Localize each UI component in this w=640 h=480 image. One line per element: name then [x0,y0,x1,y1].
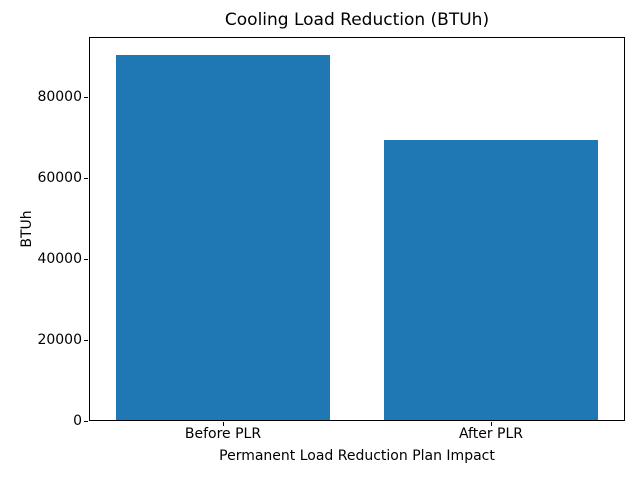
x-tick-mark [490,422,492,426]
bar-after-plr [383,139,599,421]
y-tick-mark [84,258,88,260]
x-axis-tick-labels: Before PLR After PLR [89,425,625,443]
y-tick-label: 40000 [37,251,82,267]
y-tick-mark [84,96,88,98]
y-tick-label: 80000 [37,89,82,105]
y-axis-tick-labels: 0 20000 40000 60000 80000 [0,37,82,429]
bar-before-plr [115,55,331,421]
chart-title: Cooling Load Reduction (BTUh) [224,10,490,30]
y-tick-label: 60000 [37,170,82,186]
y-tick-mark [84,339,88,341]
x-tick-label: Before PLR [184,426,262,442]
y-tick-label: 0 [73,413,82,429]
x-axis-label: Permanent Load Reduction Plan Impact [219,448,495,464]
plot-area [84,37,625,426]
y-tick-mark [84,177,88,179]
x-tick-mark [222,422,224,426]
y-tick-mark [84,420,88,422]
y-tick-label: 20000 [37,332,82,348]
x-tick-label: After PLR [458,426,524,442]
